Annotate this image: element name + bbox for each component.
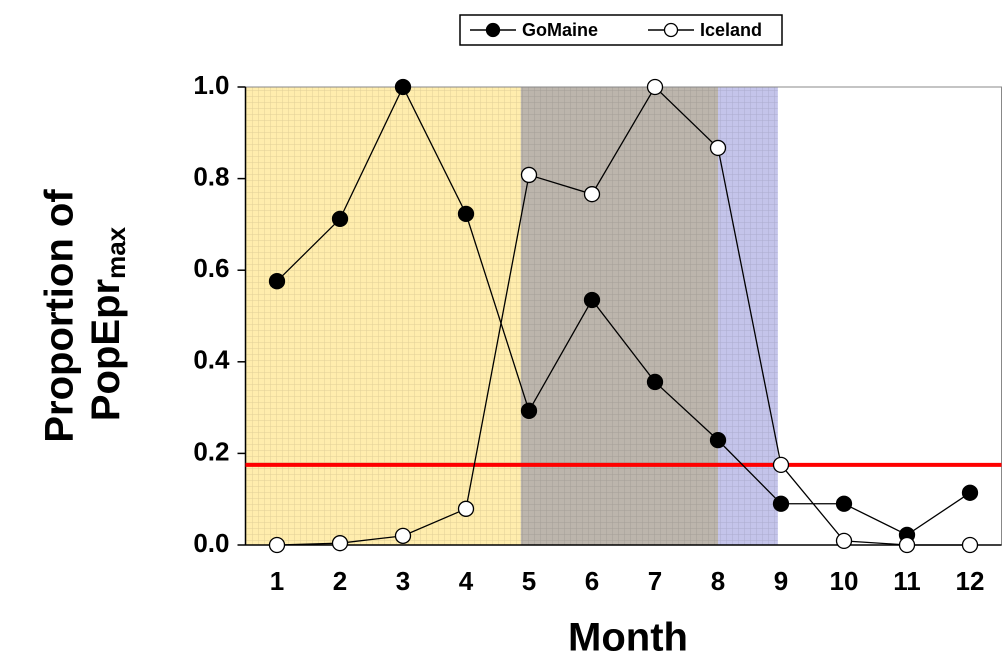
legend-label: Iceland [700, 20, 762, 40]
x-tick-label: 10 [830, 566, 859, 596]
x-tick-label: 2 [333, 566, 347, 596]
y-axis-title-line2: PopEprmax [84, 226, 131, 421]
series-line [276, 85, 970, 546]
data-point [583, 186, 601, 203]
legend-marker [663, 22, 679, 38]
y-axis-title-main: PopEpr [84, 279, 128, 421]
data-point [961, 536, 979, 554]
y-tick-label: 0.4 [193, 345, 230, 375]
x-axis-title: Month [568, 616, 688, 660]
y-tick-label: 0.0 [193, 528, 229, 558]
shaded-region-texture [245, 87, 521, 545]
y-tick-label: 0.2 [193, 436, 229, 466]
x-tick-label: 12 [956, 566, 985, 596]
x-tick-label: 6 [585, 566, 599, 596]
shaded-region-texture [718, 87, 778, 545]
data-point [646, 373, 664, 391]
data-point [394, 78, 412, 96]
data-point [457, 500, 475, 517]
x-tick-label: 11 [893, 566, 921, 596]
legend-marker [485, 22, 501, 38]
data-point [394, 527, 412, 544]
y-tick-label: 0.8 [193, 161, 229, 191]
x-tick-label: 5 [522, 566, 536, 596]
data-point [268, 536, 286, 554]
data-point [520, 402, 538, 419]
y-axis-title-line1: Proportion of [38, 189, 82, 443]
data-point [835, 495, 853, 512]
data-point [331, 210, 349, 228]
x-tick-label: 4 [459, 566, 474, 596]
y-tick-label: 1.0 [193, 70, 229, 100]
data-point [583, 291, 601, 309]
series-line [276, 85, 971, 536]
shaded-region-texture [520, 87, 718, 545]
data-point [457, 205, 475, 223]
data-point [646, 78, 664, 96]
data-point [961, 484, 979, 501]
x-tick-label: 7 [648, 566, 662, 596]
x-tick-label: 9 [774, 566, 788, 596]
x-tick-label: 8 [711, 566, 725, 596]
data-point [772, 456, 790, 474]
data-point [520, 166, 538, 184]
legend-label: GoMaine [522, 20, 598, 40]
y-axis-title-sub: max [101, 226, 131, 279]
y-tick-label: 0.6 [193, 253, 229, 283]
y-axis-title: Proportion of PopEprmax [38, 189, 131, 443]
x-tick-label: 1 [270, 566, 284, 596]
data-point [835, 532, 853, 550]
data-point [268, 273, 286, 290]
data-point [331, 535, 349, 552]
data-point [709, 431, 727, 449]
x-tick-label: 3 [396, 566, 410, 596]
data-point [898, 536, 916, 554]
data-point [772, 495, 790, 512]
data-point [709, 139, 727, 157]
